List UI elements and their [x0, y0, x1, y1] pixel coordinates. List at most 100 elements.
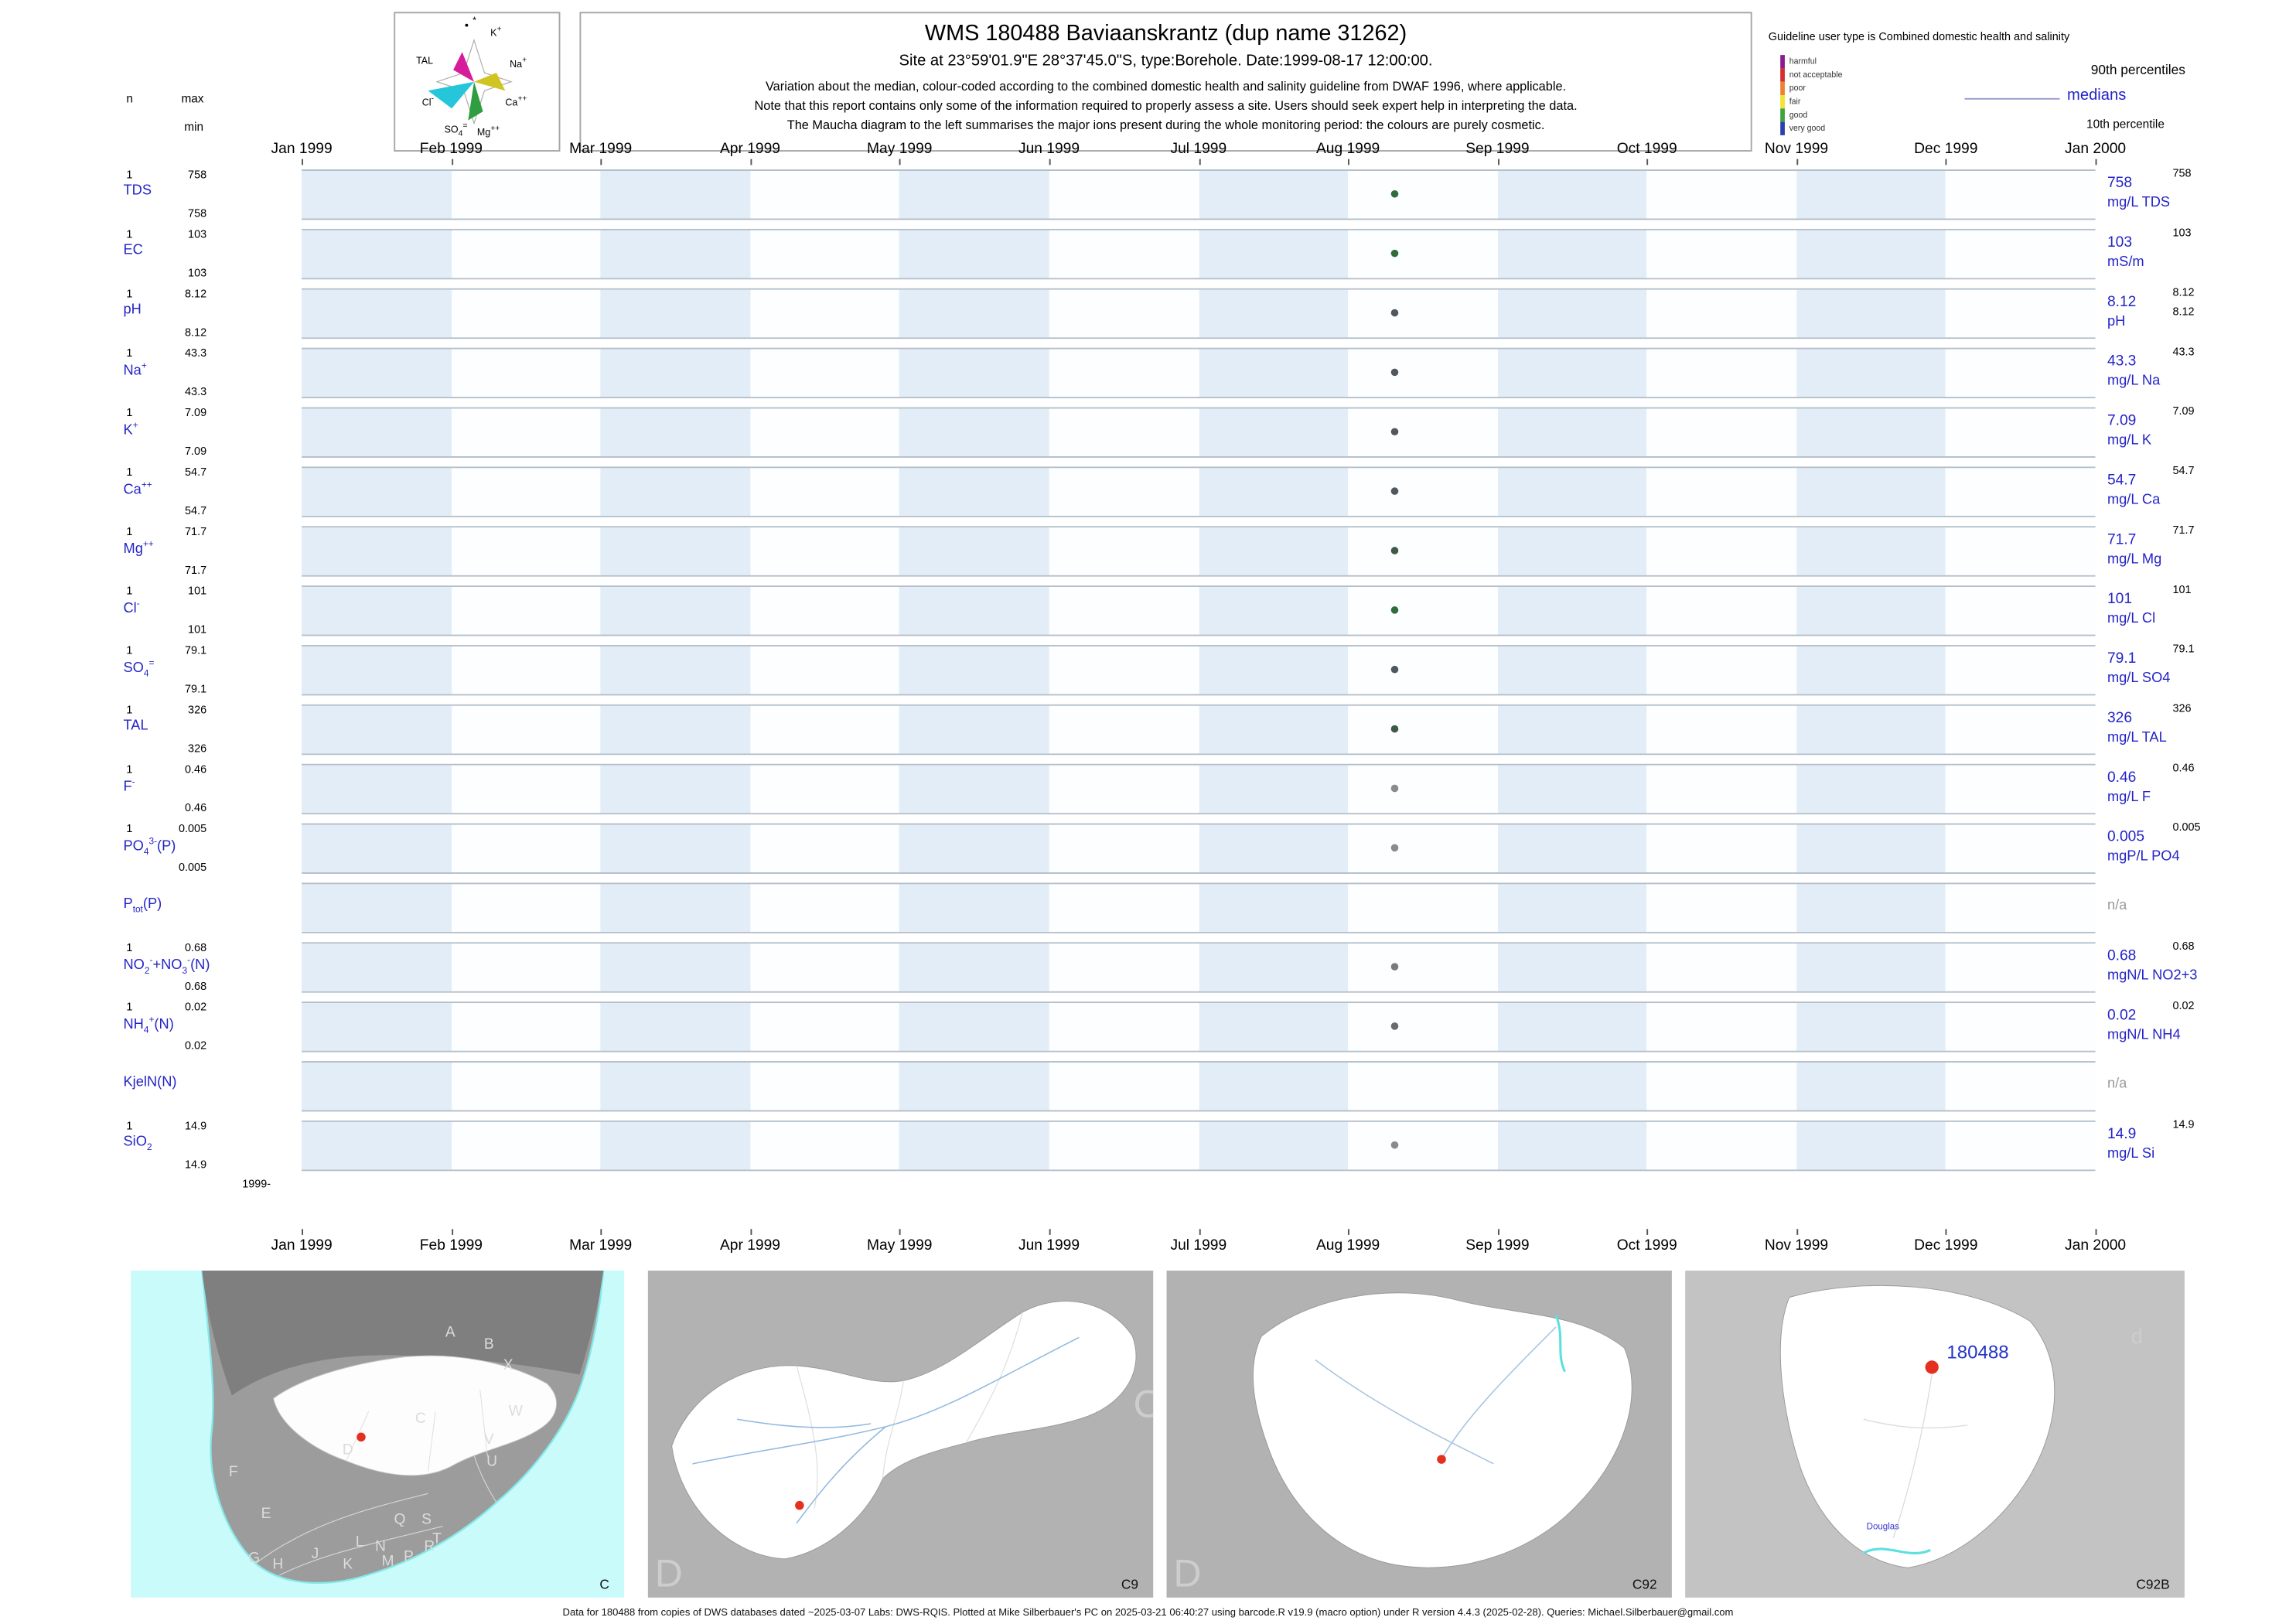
- month-stripe: [749, 349, 900, 397]
- sample-dot: [1390, 428, 1399, 436]
- parameter-row: 1 758 758 TDS 758 758 mg/L TDS: [0, 166, 2296, 226]
- month-stripe: [1946, 824, 2096, 873]
- month-stripe: [1497, 646, 1647, 694]
- month-stripe: [1946, 230, 2096, 278]
- month-stripe: [1049, 765, 1199, 814]
- month-stripe: [1497, 705, 1647, 754]
- month-stripe: [1646, 170, 1796, 219]
- region-letter: d: [2131, 1324, 2143, 1348]
- month-stripe: [1946, 349, 2096, 397]
- month-label: May 1999: [867, 1237, 933, 1254]
- month-tick: [1646, 159, 1649, 165]
- row-values: 14.9 14.9 mg/L Si: [2104, 1117, 2296, 1177]
- month-tick: [600, 1229, 602, 1235]
- region-letter: G: [248, 1551, 261, 1568]
- legend-class-item: good: [1780, 108, 1842, 122]
- month-stripe: [899, 646, 1049, 694]
- parameter-row: 1 0.005 0.005 PO43-(P) 0.005 0.005 mgP/L PO4: [0, 821, 2296, 880]
- unit-label: mS/m: [2107, 254, 2144, 271]
- month-stripe: [749, 289, 900, 338]
- month-stripe: [899, 349, 1049, 397]
- month-label: Oct 1999: [1616, 141, 1677, 158]
- parameter-name: Cl-: [123, 599, 140, 617]
- month-tick: [1796, 1229, 1798, 1235]
- region-letter: E: [261, 1506, 271, 1523]
- parameter-name: TDS: [123, 183, 152, 200]
- region-letter: D: [654, 1551, 683, 1595]
- month-stripe: [1348, 824, 1498, 873]
- p90-value: 14.9: [2172, 1117, 2195, 1131]
- month-stripe: [1796, 705, 1946, 754]
- month-stripe: [899, 170, 1049, 219]
- guideline-legend-title: Guideline user type is Combined domestic…: [1768, 29, 2070, 43]
- medians-legend-line: [1964, 97, 2060, 100]
- min-value: 14.9: [185, 1157, 207, 1172]
- unit-label: pH: [2107, 313, 2126, 330]
- report-note-1: Variation about the median, colour-coded…: [765, 78, 1567, 94]
- maucha-tal-label: TAL: [416, 56, 434, 67]
- median-value: 326: [2107, 710, 2133, 727]
- min-value: 0.46: [185, 800, 207, 815]
- month-stripe: [749, 1121, 900, 1170]
- unit-label: mg/L SO4: [2107, 670, 2171, 687]
- p90-value: 101: [2172, 582, 2192, 596]
- month-stripe: [1946, 884, 2096, 932]
- month-stripe: [302, 765, 452, 814]
- p90-value: 0.68: [2172, 939, 2195, 953]
- month-stripe: [899, 230, 1049, 278]
- month-stripe: [1497, 1003, 1647, 1051]
- max-value: 103: [188, 227, 207, 241]
- month-stripe: [1198, 468, 1349, 516]
- month-stripe: [899, 527, 1049, 575]
- month-stripe: [1497, 170, 1647, 219]
- month-stripe: [1198, 1063, 1349, 1111]
- row-band: [302, 645, 2096, 696]
- footer-provenance: Data for 180488 from copies of DWS datab…: [562, 1608, 1734, 1619]
- parameter-row: KjelN(N) n/a: [0, 1058, 2296, 1117]
- region-letter: D: [342, 1441, 353, 1459]
- unit-label: mgN/L NO2+3: [2107, 967, 2198, 984]
- legend-class-label: not acceptable: [1789, 70, 1843, 80]
- legend-class-label: harmful: [1789, 56, 1817, 67]
- month-tick: [1049, 159, 1051, 165]
- parameter-row: 1 14.9 14.9 SiO2 14.9 14.9 mg/L Si: [0, 1117, 2296, 1177]
- month-stripe: [600, 646, 750, 694]
- month-stripe: [749, 587, 900, 635]
- month-label: Mar 1999: [569, 141, 633, 158]
- sample-count: 1: [126, 702, 133, 717]
- legend-class-swatch: [1780, 108, 1785, 122]
- month-stripe: [1796, 1063, 1946, 1111]
- catchment-outline: [671, 1301, 1137, 1560]
- legend-class-label: very good: [1789, 124, 1826, 133]
- month-stripe: [1646, 408, 1796, 456]
- region-letter: D: [1173, 1551, 1202, 1595]
- month-stripe: [1646, 1121, 1796, 1170]
- month-label: Jan 1999: [271, 1237, 333, 1254]
- month-tick: [302, 159, 304, 165]
- month-stripe: [1049, 705, 1199, 754]
- report-title: WMS 180488 Baviaanskrantz (dup name 3126…: [924, 20, 1407, 46]
- month-stripe: [1796, 824, 1946, 873]
- sample-count: 1: [126, 346, 133, 360]
- min-value: 8.12: [185, 325, 207, 339]
- map-region-c: D C C9: [647, 1271, 1154, 1598]
- month-label: Jan 2000: [2065, 1237, 2127, 1254]
- month-label: Jan 1999: [271, 141, 333, 158]
- month-stripe: [749, 705, 900, 754]
- parameter-name: Na+: [123, 360, 147, 380]
- year-start-label: 1999-: [242, 1176, 271, 1191]
- month-label: May 1999: [867, 141, 933, 158]
- month-stripe: [1946, 646, 2096, 694]
- unit-label: mgN/L NH4: [2107, 1026, 2181, 1044]
- row-values: n/a: [2104, 880, 2296, 940]
- month-tick: [302, 1229, 304, 1235]
- parameter-row: 1 79.1 79.1 SO4= 79.1 79.1 mg/L SO4: [0, 642, 2296, 701]
- month-axis-bottom: Jan 1999 Feb 1999 Mar 1999 Apr 1999 May 1999…: [0, 1229, 2296, 1256]
- month-stripe: [1646, 765, 1796, 814]
- p90-value: 43.3: [2172, 344, 2195, 359]
- p90-value: 71.7: [2172, 523, 2195, 537]
- month-stripe: [1497, 824, 1647, 873]
- row-values: 7.09 7.09 mg/L K: [2104, 404, 2296, 464]
- month-stripe: [600, 884, 750, 932]
- month-stripe: [1796, 349, 1946, 397]
